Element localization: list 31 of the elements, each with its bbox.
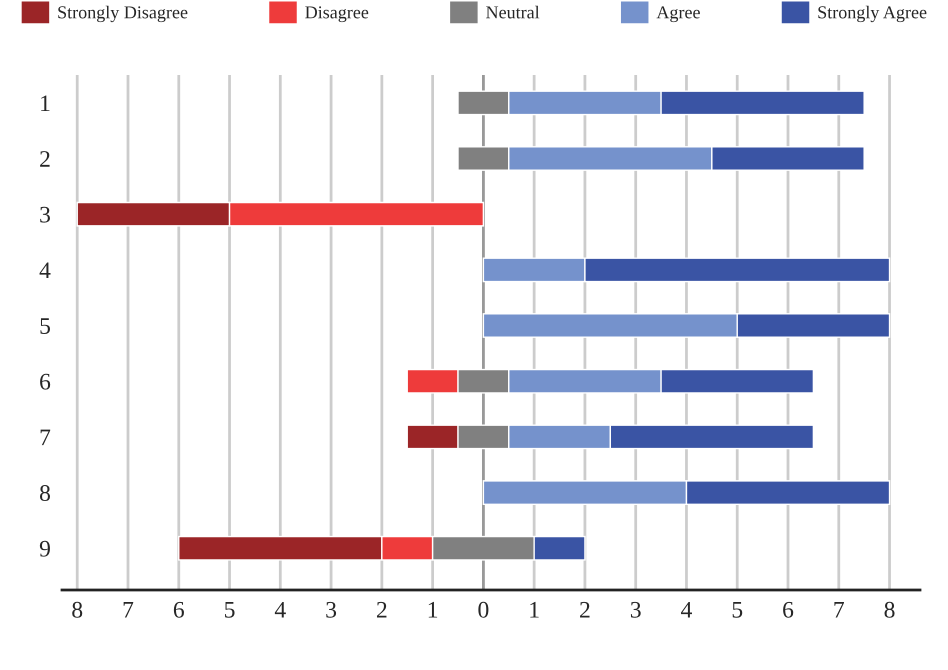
legend-label: Neutral xyxy=(486,6,540,18)
y-tick-label: 4 xyxy=(40,262,51,278)
y-tick-label: 6 xyxy=(40,374,50,390)
x-tick-label: 4 xyxy=(681,602,692,618)
x-tick-label: 7 xyxy=(834,602,844,618)
x-tick-label: 1 xyxy=(428,602,438,618)
x-tick-label: 8 xyxy=(884,602,895,618)
x-tick-label: 5 xyxy=(225,602,235,618)
x-tick-label: 3 xyxy=(326,602,336,618)
x-tick-label: 7 xyxy=(124,602,134,618)
x-tick-label: 2 xyxy=(580,602,590,618)
legend-label: Strongly Disagree xyxy=(58,6,188,22)
y-tick-label: 7 xyxy=(40,430,50,446)
legend-label: Strongly Agree xyxy=(818,6,926,22)
x-tick-label: 6 xyxy=(783,602,794,618)
y-tick-label: 1 xyxy=(41,95,50,112)
x-tick-label: 5 xyxy=(732,602,742,618)
y-tick-label: 3 xyxy=(40,206,50,223)
y-tick-label: 9 xyxy=(40,540,50,557)
x-tick-label: 0 xyxy=(478,602,488,618)
y-tick-label: 2 xyxy=(40,151,50,167)
legend-label: Agree xyxy=(656,6,700,22)
legend-label: Disagree xyxy=(305,6,368,22)
x-tick-label: 8 xyxy=(72,602,82,618)
y-tick-label: 8 xyxy=(40,485,50,501)
x-tick-label: 6 xyxy=(174,602,184,618)
x-tick-label: 2 xyxy=(376,602,386,618)
x-tick-label: 3 xyxy=(630,602,641,618)
x-tick-label: 4 xyxy=(274,602,286,618)
x-tick-label: 1 xyxy=(530,602,539,618)
y-tick-label: 5 xyxy=(40,318,50,334)
